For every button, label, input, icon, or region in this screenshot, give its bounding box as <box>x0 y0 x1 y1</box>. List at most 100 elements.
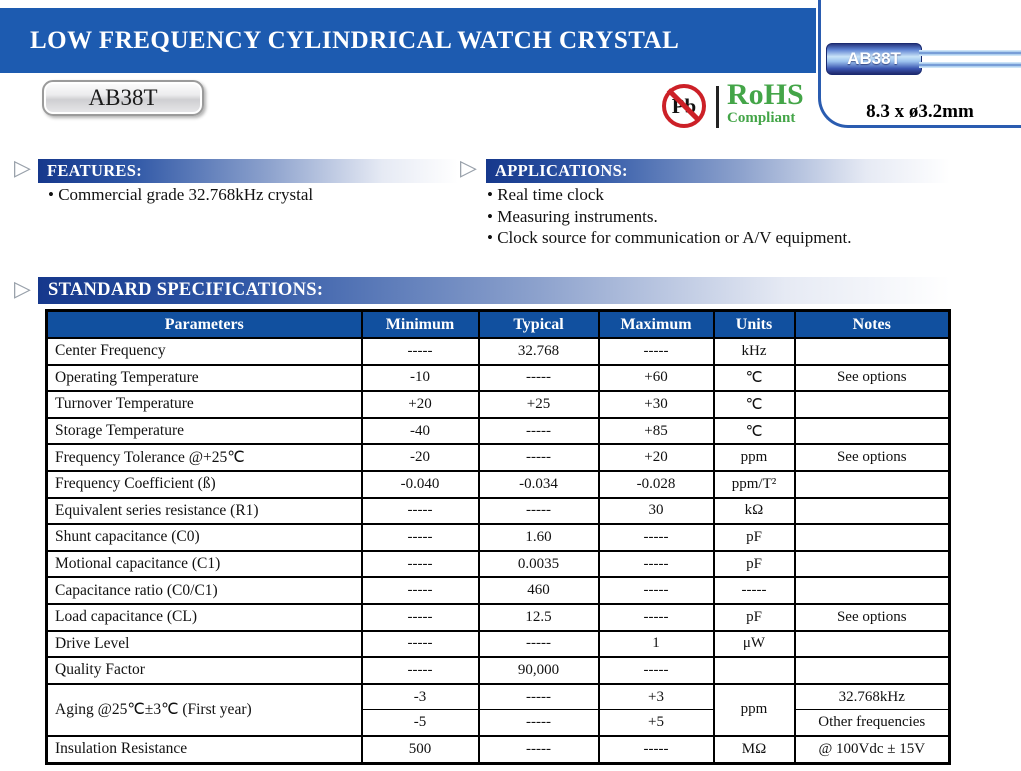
value-cell: 32.768kHz <box>793 682 951 711</box>
value-cell: ----- <box>597 576 715 605</box>
value-cell: @ 100Vdc ± 15V <box>793 734 951 765</box>
section-arrow-icon: ▷ <box>14 277 31 302</box>
value-cell: ----- <box>360 629 480 659</box>
table-row: Operating Temperature -10 ----- +60 ℃ See opt… <box>45 363 951 393</box>
table-row: Turnover Temperature +20 +25 +30 ℃ <box>45 390 951 419</box>
value-cell: +5 <box>597 709 715 737</box>
value-cell: MΩ <box>712 734 796 765</box>
value-cell: ----- <box>360 549 480 579</box>
parameter-cell: Load capacitance (CL) <box>45 602 363 632</box>
value-cell: -0.028 <box>597 469 715 499</box>
value-cell: ----- <box>360 337 480 366</box>
parameter-cell: Equivalent series resistance (R1) <box>45 496 363 526</box>
table-row: Center Frequency ----- 32.768 ----- kHz <box>45 337 951 366</box>
crystal-lead-wire <box>919 50 1021 56</box>
value-cell: +60 <box>597 363 715 393</box>
value-cell: See options <box>793 602 951 632</box>
value-cell: ----- <box>477 496 600 526</box>
value-cell: pF <box>712 523 796 552</box>
value-cell: ----- <box>477 416 600 446</box>
crystal-cylinder-image: AB38T <box>826 43 922 75</box>
value-cell: +20 <box>360 390 480 419</box>
value-cell: ----- <box>597 523 715 552</box>
column-header: Units <box>712 309 796 339</box>
value-cell: μW <box>712 629 796 659</box>
applications-list: Real time clock Measuring instruments. C… <box>487 184 851 249</box>
value-cell: ----- <box>477 629 600 659</box>
table-row: Drive Level ----- ----- 1 μW <box>45 629 951 659</box>
crystal-dimensions: 8.3 x ø3.2mm <box>866 101 974 122</box>
value-cell: ----- <box>477 682 600 711</box>
parameter-cell: Turnover Temperature <box>45 390 363 419</box>
value-cell <box>793 469 951 499</box>
value-cell: ----- <box>477 443 600 472</box>
table-row: Insulation Resistance 500 ----- ----- MΩ @ 10… <box>45 734 951 765</box>
value-cell: 500 <box>360 734 480 765</box>
value-cell: ----- <box>360 602 480 632</box>
parameter-cell: Operating Temperature <box>45 363 363 393</box>
table-row: Frequency Coefficient (ß) -0.040 -0.034 -0.… <box>45 469 951 499</box>
list-item: Commercial grade 32.768kHz crystal <box>48 184 313 206</box>
title-banner: LOW FREQUENCY CYLINDRICAL WATCH CRYSTAL <box>0 8 816 73</box>
rohs-badge: RoHS Compliant <box>727 80 804 127</box>
value-cell: +30 <box>597 390 715 419</box>
value-cell: ℃ <box>712 416 796 446</box>
table-row: Capacitance ratio (C0/C1) ----- 460 ----- --… <box>45 576 951 605</box>
column-header: Typical <box>477 309 600 339</box>
value-cell: pF <box>712 549 796 579</box>
column-header: Notes <box>793 309 951 339</box>
value-cell <box>793 416 951 446</box>
table-row: Quality Factor ----- 90,000 ----- <box>45 656 951 685</box>
value-cell: ----- <box>597 549 715 579</box>
value-cell: ----- <box>712 576 796 605</box>
value-cell: ----- <box>477 734 600 765</box>
value-cell: +3 <box>597 682 715 711</box>
features-list: Commercial grade 32.768kHz crystal <box>48 184 313 206</box>
value-cell <box>712 656 796 685</box>
value-cell: -5 <box>360 709 480 737</box>
value-cell: 0.0035 <box>477 549 600 579</box>
applications-heading: APPLICATIONS: <box>486 159 950 183</box>
value-cell: ----- <box>477 363 600 393</box>
rohs-title: RoHS <box>727 78 804 111</box>
value-cell: 12.5 <box>477 602 600 632</box>
value-cell <box>793 390 951 419</box>
value-cell <box>793 576 951 605</box>
value-cell: -10 <box>360 363 480 393</box>
value-cell: 90,000 <box>477 656 600 685</box>
list-item: Measuring instruments. <box>487 206 851 228</box>
section-arrow-icon: ▷ <box>14 156 31 181</box>
value-cell: ppm/T² <box>712 469 796 499</box>
parameter-cell: Quality Factor <box>45 656 363 685</box>
table-row: -5 ----- +5 Other frequencies <box>47 709 951 737</box>
page-title: LOW FREQUENCY CYLINDRICAL WATCH CRYSTAL <box>30 27 680 54</box>
value-cell: ----- <box>477 709 600 737</box>
value-cell: -3 <box>360 682 480 711</box>
parameter-cell: Frequency Coefficient (ß) <box>45 469 363 499</box>
parameter-cell: Aging @25℃±3℃ (First year) <box>45 682 363 737</box>
value-cell: ppm <box>712 443 796 472</box>
value-cell: -20 <box>360 443 480 472</box>
parameter-cell: Center Frequency <box>45 337 363 366</box>
value-cell: 1 <box>597 629 715 659</box>
value-cell: ----- <box>597 337 715 366</box>
rohs-subtitle: Compliant <box>727 110 796 126</box>
value-cell: +25 <box>477 390 600 419</box>
spec-table: Parameters Minimum Typical Maximum Units Note… <box>45 309 951 765</box>
value-cell: ℃ <box>712 363 796 393</box>
value-cell: 32.768 <box>477 337 600 366</box>
value-cell: kΩ <box>712 496 796 526</box>
value-cell: Other frequencies <box>793 709 951 737</box>
list-item: Clock source for communication or A/V eq… <box>487 227 851 249</box>
spec-table-head: Parameters Minimum Typical Maximum Units Note… <box>45 309 951 339</box>
parameter-cell: Drive Level <box>45 629 363 659</box>
model-badge: AB38T <box>42 80 204 116</box>
parameter-cell: Storage Temperature <box>45 416 363 446</box>
table-row: Motional capacitance (C1) ----- 0.0035 ----… <box>45 549 951 579</box>
value-cell: ----- <box>597 656 715 685</box>
value-cell <box>793 656 951 685</box>
parameter-cell: Shunt capacitance (C0) <box>45 523 363 552</box>
value-cell: kHz <box>712 337 796 366</box>
parameter-cell: Frequency Tolerance @+25℃ <box>45 443 363 472</box>
section-arrow-icon: ▷ <box>460 156 477 181</box>
